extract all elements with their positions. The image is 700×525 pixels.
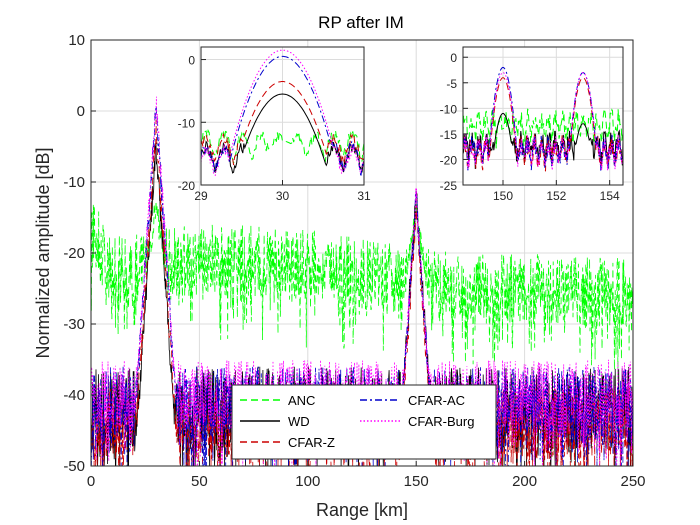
main-xtick-label-3: 150 [404,473,429,490]
main-xtick-label-2: 100 [295,473,320,490]
chart-title: RP after IM [318,13,404,32]
legend-label-cfar-burg: CFAR-Burg [408,414,474,429]
inset-right-series-anc [462,108,624,149]
inset-right-lines [462,66,624,173]
main-ytick-label-4: -10 [63,174,85,191]
main-ytick-label-2: -30 [63,316,85,333]
legend-box [231,384,497,460]
legend-items: ANC WD CFAR-Z CFAR-AC CFAR-Burg [240,393,474,450]
main-xtick-label-1: 50 [191,473,208,490]
legend-label-cfar-z: CFAR-Z [288,435,335,450]
x-axis-label: Range [km] [316,500,408,520]
inset-right-xtick-label-2: 154 [600,189,620,203]
legend-label-wd: WD [288,414,310,429]
inset-left-series-cfar-burg [200,49,365,176]
inset-left-ticks: 29 30 31 -20 -10 0 [178,54,371,203]
inset-left: 29 30 31 -20 -10 0 [178,46,371,203]
main-series-anc [90,200,634,380]
main-xtick-label-5: 250 [620,473,645,490]
inset-left-series-cfar-z [200,81,365,166]
main-ytick-label-5: 0 [77,103,85,120]
inset-right-ytick-label-1: -20 [440,153,458,167]
inset-left-series-cfar-ac [200,55,365,177]
legend-label-cfar-ac: CFAR-AC [408,393,465,408]
inset-right-ytick-label-0: -25 [440,179,458,193]
inset-left-ytick-label-2: 0 [188,54,195,68]
inset-left-ytick-label-1: -10 [178,116,196,130]
legend-label-anc: ANC [288,393,315,408]
inset-right: 150 152 154 -25 -20 -15 -10 -5 0 [440,46,624,203]
inset-right-area [463,47,623,185]
main-ytick-label-0: -50 [63,458,85,475]
inset-left-xtick-label-0: 29 [194,189,208,203]
main-xtick-label-0: 0 [87,473,95,490]
y-axis-label: Normalized amplitude [dB] [33,147,53,358]
legend: ANC WD CFAR-Z CFAR-AC CFAR-Burg [231,384,497,460]
inset-right-ytick-label-5: 0 [450,51,457,65]
inset-right-ytick-label-3: -10 [440,102,458,116]
inset-left-xtick-label-2: 31 [357,189,371,203]
main-ytick-label-6: 10 [68,32,85,49]
inset-right-ytick-label-2: -15 [440,128,458,142]
main-ytick-label-1: -40 [63,387,85,404]
inset-right-box [462,46,624,186]
inset-right-series-cfar-burg [462,72,624,171]
inset-left-series-wd [200,93,365,174]
main-ytick-label-3: -20 [63,245,85,262]
inset-right-ticks: 150 152 154 -25 -20 -15 -10 -5 0 [440,51,620,203]
inset-left-series-anc [200,128,365,164]
inset-right-xtick-label-1: 152 [546,189,566,203]
main-series-cfar-burg [90,96,634,467]
main-xtick-label-4: 200 [512,473,537,490]
inset-left-xtick-label-1: 30 [276,189,290,203]
inset-left-ytick-label-0: -20 [178,179,196,193]
inset-left-lines [200,49,365,177]
inset-right-ytick-label-4: -5 [446,77,457,91]
inset-right-xtick-label-0: 150 [493,189,513,203]
